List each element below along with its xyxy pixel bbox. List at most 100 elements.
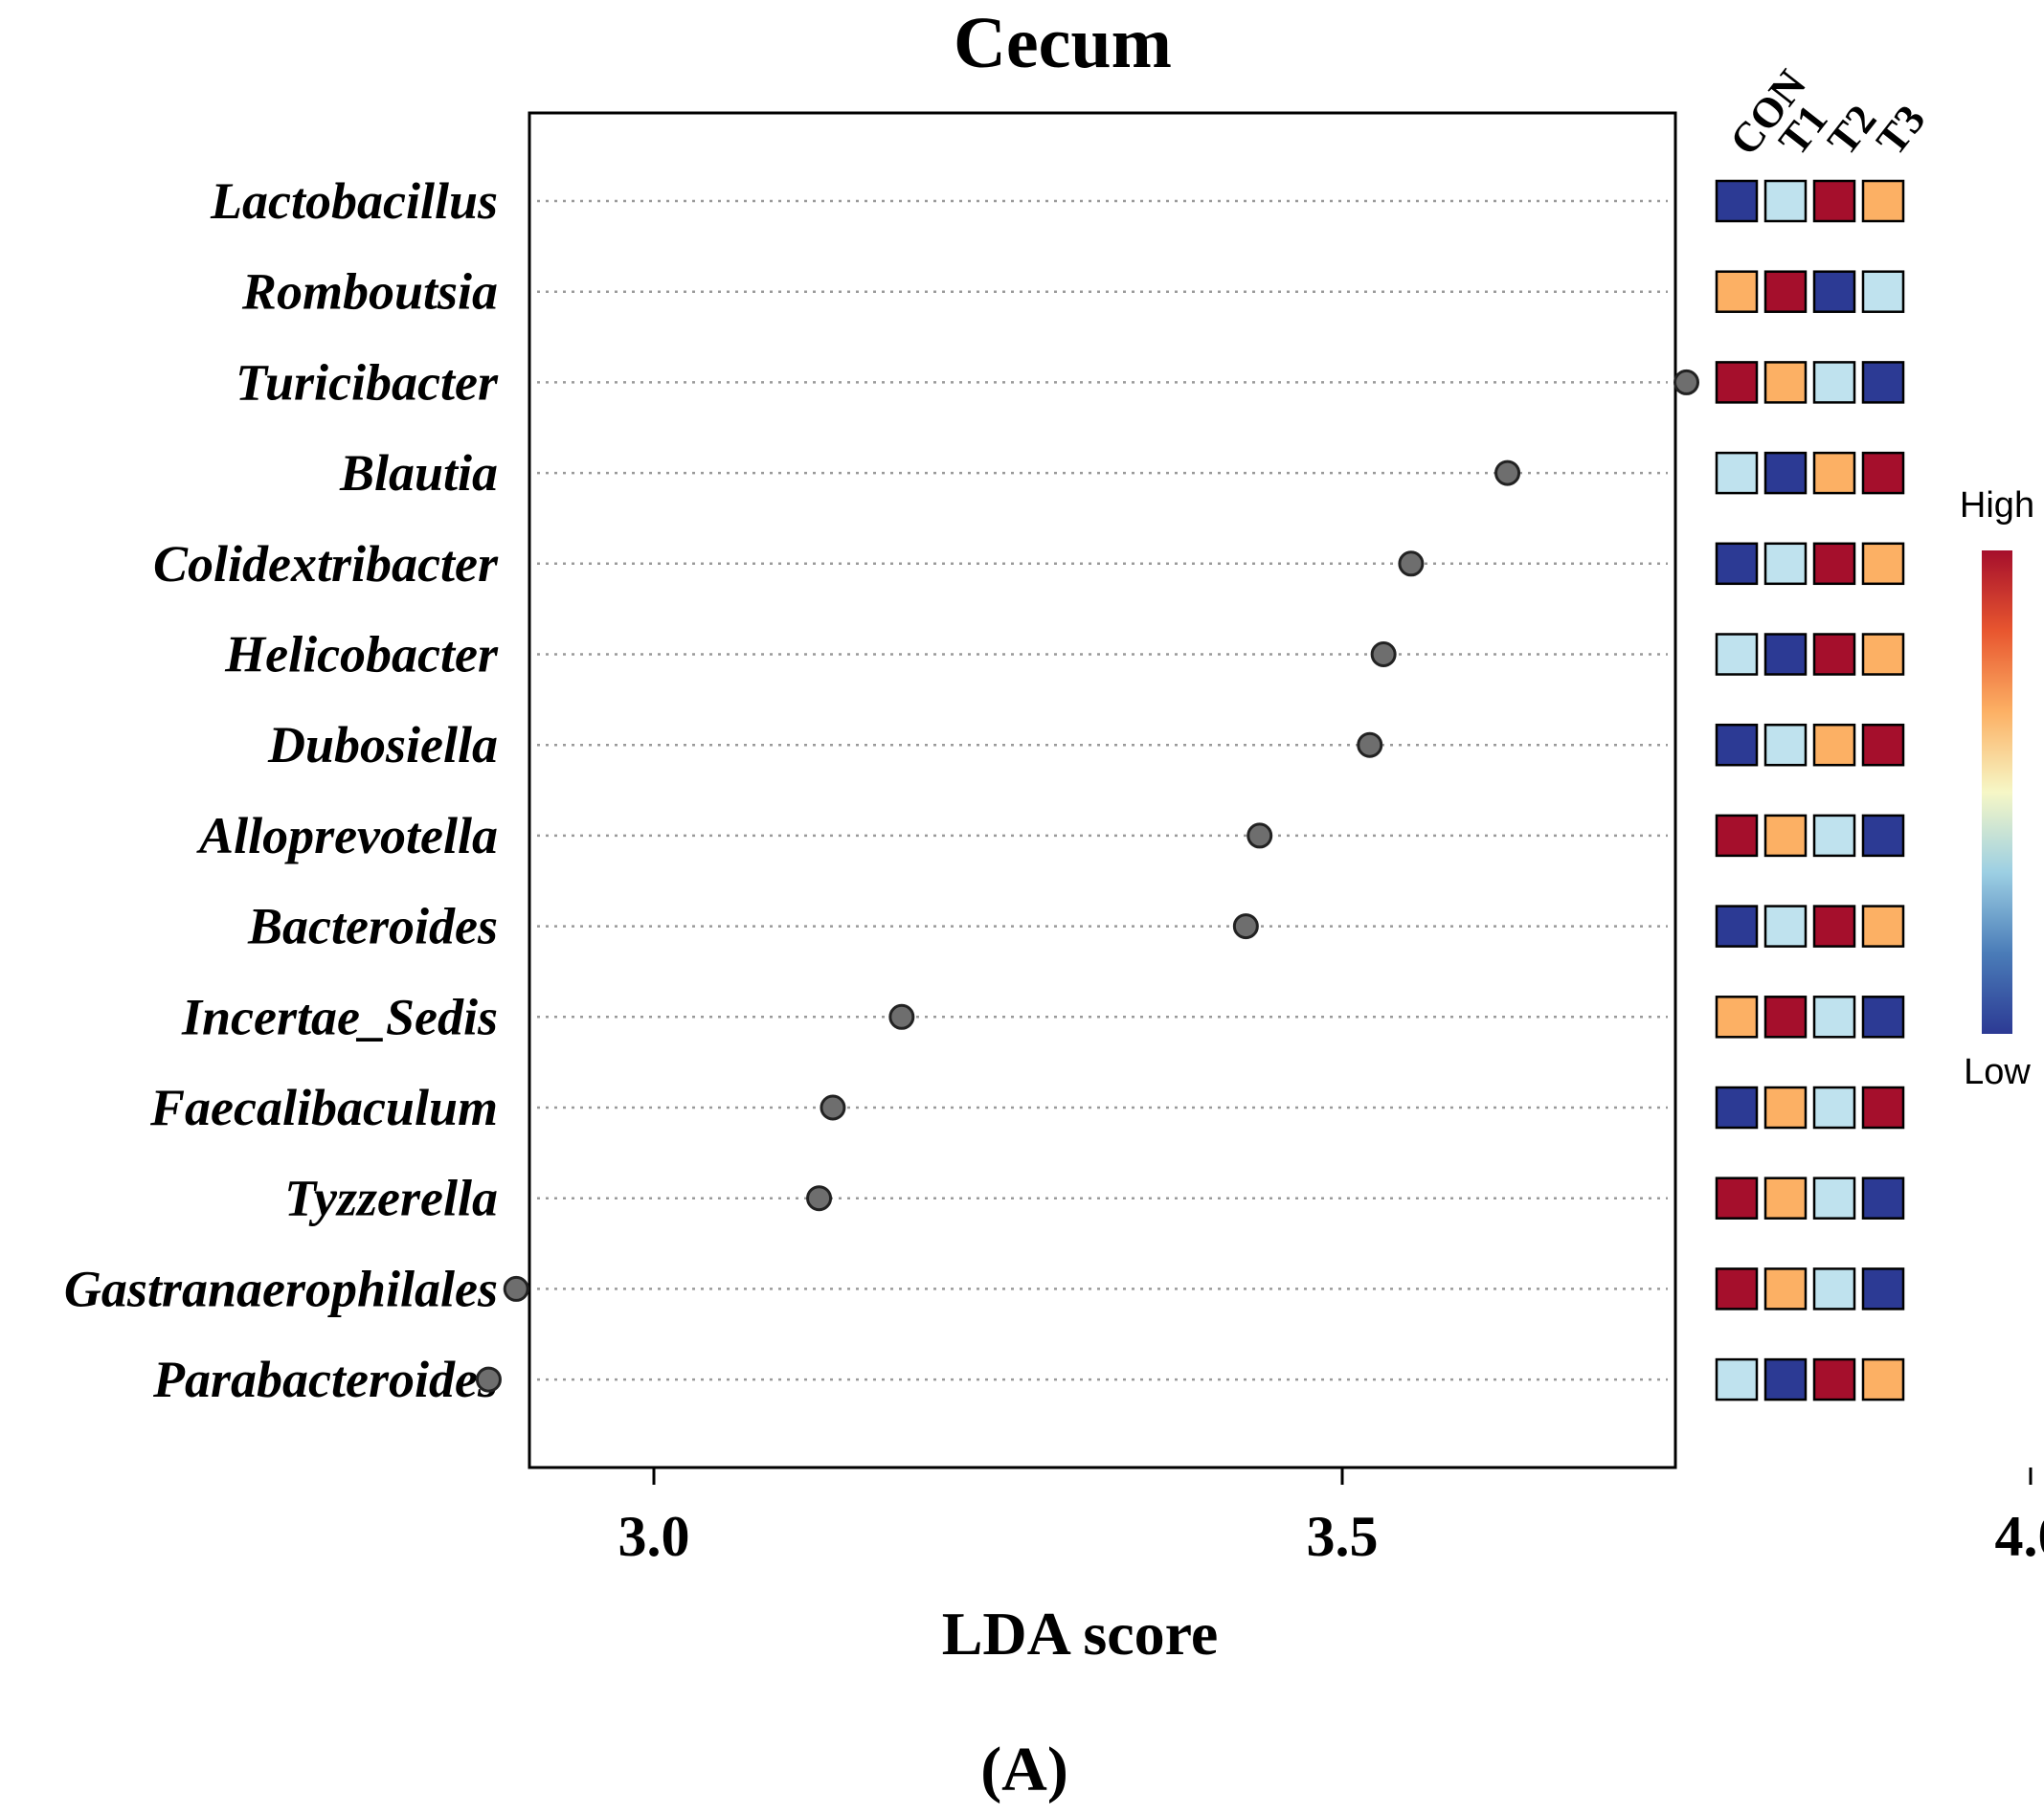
heatmap-cell	[1861, 270, 1905, 313]
heatmap-cell	[1763, 270, 1808, 313]
grid-lines	[537, 199, 1668, 1381]
x-axis-label: LDA score	[942, 1600, 1219, 1668]
heatmap-cell	[1763, 451, 1808, 495]
colorbar-gradient	[1982, 550, 2012, 1034]
y-tick-label: Incertae_Sedis	[181, 988, 498, 1045]
heatmap-cell	[1715, 179, 1759, 223]
heatmap-cell	[1861, 361, 1905, 404]
heatmap-cell	[1763, 996, 1808, 1039]
heatmap-cell	[1763, 723, 1808, 767]
y-tick-label: Dubosiella	[267, 716, 498, 773]
heatmap-cell	[1861, 451, 1905, 495]
heatmap-cell	[1763, 1357, 1808, 1401]
y-tick-label: Lactobacillus	[210, 172, 498, 230]
data-point	[1673, 369, 1699, 395]
heatmap-cell	[1812, 270, 1856, 313]
heatmap-cell	[1861, 633, 1905, 676]
heatmap-cell	[1715, 814, 1759, 858]
data-point	[806, 1185, 833, 1212]
heatmap-cell	[1861, 542, 1905, 586]
heatmap-cell	[1812, 814, 1856, 858]
heatmap-cell	[1812, 723, 1856, 767]
group-heatmap	[1715, 179, 1905, 1401]
y-tick-label: Alloprevotella	[196, 807, 498, 864]
data-point	[1357, 731, 1383, 758]
data-point	[1232, 913, 1259, 940]
heatmap-cell	[1763, 1267, 1808, 1311]
data-point	[1398, 550, 1425, 577]
heatmap-cell	[1812, 1267, 1856, 1311]
y-tick-label: Tyzzerella	[284, 1170, 498, 1227]
colorbar-high-label: High	[1960, 485, 2034, 526]
heatmap-cell	[1861, 723, 1905, 767]
heatmap-cell	[1812, 996, 1856, 1039]
heatmap-cell	[1715, 723, 1759, 767]
heatmap-cell	[1715, 451, 1759, 495]
heatmap-cell	[1861, 814, 1905, 858]
heatmap-cell	[1861, 996, 1905, 1039]
heatmap-cell	[1812, 361, 1856, 404]
y-axis-labels: Lactobacillus Romboutsia Turicibacter Blaut…	[64, 172, 499, 1408]
data-points	[475, 369, 1699, 1393]
heatmap-cell	[1763, 1176, 1808, 1220]
heatmap-cell	[1715, 996, 1759, 1039]
heatmap-cell	[1715, 1267, 1759, 1311]
heatmap-cell	[1715, 633, 1759, 676]
heatmap-cell	[1763, 179, 1808, 223]
y-tick-label: Parabacteroides	[152, 1351, 498, 1408]
heatmap-cell	[1861, 1357, 1905, 1401]
heatmap-cell	[1715, 361, 1759, 404]
data-point	[1370, 641, 1397, 667]
heatmap-cell	[1763, 1086, 1808, 1130]
heatmap-cell	[1763, 633, 1808, 676]
chart-title: Cecum	[954, 3, 1172, 83]
panel-label: (A)	[980, 1735, 1068, 1804]
heatmap-cell	[1812, 179, 1856, 223]
y-tick-label: Blautia	[339, 444, 498, 502]
data-point	[820, 1094, 846, 1121]
data-point	[888, 1003, 915, 1030]
y-tick-label: Colidextribacter	[153, 535, 499, 593]
heatmap-cell	[1812, 633, 1856, 676]
heatmap-cell	[1861, 1267, 1905, 1311]
plot-frame	[528, 111, 1677, 1469]
heatmap-cell	[1812, 1357, 1856, 1401]
y-tick-label: Helicobacter	[224, 626, 499, 683]
heatmap-cell	[1861, 905, 1905, 948]
heatmap-cell	[1715, 542, 1759, 586]
heatmap-cell	[1763, 905, 1808, 948]
heatmap-cell	[1812, 1086, 1856, 1130]
x-tick-label: 3.5	[1307, 1505, 1379, 1568]
heatmap-cell	[1812, 905, 1856, 948]
heatmap-cell	[1861, 179, 1905, 223]
heatmap-cell	[1763, 542, 1808, 586]
y-tick-label: Bacteroides	[247, 898, 498, 955]
heatmap-cell	[1715, 905, 1759, 948]
heatmap-cell	[1715, 1086, 1759, 1130]
heatmap-cell	[1861, 1176, 1905, 1220]
heatmap-cell	[1812, 451, 1856, 495]
heatmap-cell	[1715, 1357, 1759, 1401]
heatmap-cell	[1763, 814, 1808, 858]
heatmap-cell	[1715, 270, 1759, 313]
heatmap-cell	[1812, 542, 1856, 586]
group-label: T3	[1867, 97, 1934, 165]
y-tick-label: Turicibacter	[236, 353, 499, 411]
heatmap-cell	[1812, 1176, 1856, 1220]
x-tick-label: 4.0	[1995, 1505, 2044, 1568]
x-tick-label: 3.0	[618, 1505, 690, 1568]
data-point	[503, 1275, 529, 1302]
y-tick-label: Faecalibaculum	[149, 1079, 498, 1136]
y-tick-label: Gastranaerophilales	[64, 1260, 498, 1317]
data-point	[1494, 459, 1521, 486]
colorbar: High Low	[1960, 485, 2034, 1092]
heatmap-cell	[1715, 1176, 1759, 1220]
data-point	[1247, 822, 1273, 849]
colorbar-low-label: Low	[1964, 1052, 2031, 1092]
heatmap-cell	[1763, 361, 1808, 404]
heatmap-cell	[1861, 1086, 1905, 1130]
y-tick-label: Romboutsia	[241, 263, 498, 321]
data-point	[475, 1366, 502, 1393]
x-axis: 3.0 3.5 4.0	[618, 1468, 2044, 1568]
